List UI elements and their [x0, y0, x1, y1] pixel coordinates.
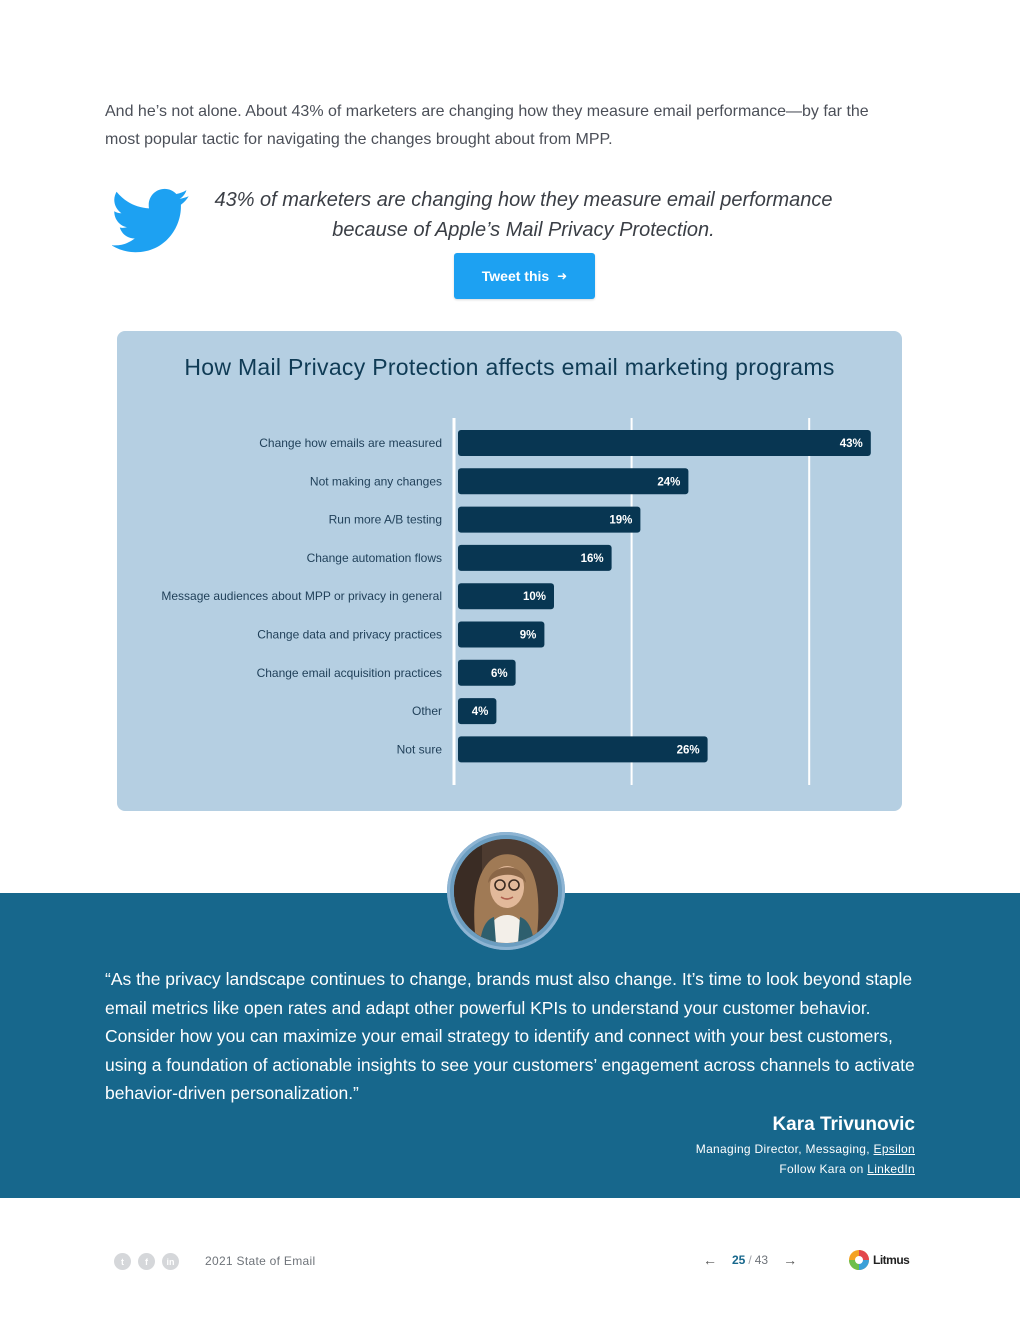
- twitter-icon[interactable]: t: [114, 1253, 131, 1270]
- bar-category-label: Not making any changes: [310, 474, 442, 488]
- bar-category-label: Not sure: [397, 742, 443, 756]
- author-avatar: [447, 832, 565, 950]
- tweet-quote: 43% of marketers are changing how they m…: [214, 189, 833, 241]
- linkedin-link[interactable]: LinkedIn: [867, 1162, 915, 1176]
- bar: [458, 468, 689, 495]
- bar: [458, 544, 612, 571]
- linkedin-icon[interactable]: in: [162, 1253, 179, 1270]
- follow-text: Follow Kara on: [779, 1162, 868, 1176]
- twitter-bird-icon: [112, 188, 189, 253]
- author-photo: [454, 839, 558, 943]
- bar-category-label: Other: [412, 704, 442, 718]
- current-page: 25: [732, 1253, 746, 1267]
- total-pages: 43: [754, 1253, 769, 1267]
- quote-text: “As the privacy landscape continues to c…: [105, 969, 915, 1103]
- bar: [458, 506, 641, 533]
- page-separator: /: [748, 1253, 752, 1267]
- bar-category-label: Change automation flows: [307, 551, 442, 565]
- tweet-button-label: Tweet this: [481, 268, 550, 284]
- author-role-text: Managing Director, Messaging,: [695, 1142, 874, 1156]
- bar: [458, 736, 708, 763]
- bar-chart: Change how emails are measured 43% Not mak…: [161, 418, 871, 785]
- bar-value-label: 16%: [581, 553, 604, 565]
- footer-social-icons: t f in: [114, 1253, 179, 1270]
- bar-category-label: Change data and privacy practices: [257, 628, 442, 642]
- bar: [458, 621, 545, 648]
- footer-doc-title: 2021 State of Email: [205, 1254, 316, 1268]
- arrow-left-icon[interactable]: ←: [703, 1252, 717, 1268]
- litmus-logo-icon: [849, 1250, 869, 1270]
- chart-card: How Mail Privacy Protection affects emai…: [117, 331, 902, 811]
- pagination: ← 25 / 43 →: [700, 1252, 800, 1268]
- author-name: Kara Trivunovic: [772, 1114, 915, 1135]
- litmus-logo-text: Litmus: [873, 1253, 910, 1267]
- arrow-right-icon: ➜: [557, 269, 568, 283]
- litmus-logo[interactable]: Litmus: [848, 1249, 910, 1271]
- bar: [458, 583, 554, 610]
- bar-value-label: 19%: [609, 515, 632, 527]
- bar-category-label: Change how emails are measured: [259, 436, 442, 450]
- bar-category-label: Run more A/B testing: [329, 513, 442, 527]
- intro-paragraph: And he’s not alone. About 43% of markete…: [105, 103, 869, 148]
- company-link[interactable]: Epsilon: [873, 1142, 915, 1156]
- author-role: Managing Director, Messaging, Epsilon: [696, 1142, 915, 1156]
- facebook-icon[interactable]: f: [138, 1253, 155, 1270]
- bar: [458, 659, 516, 686]
- bar-value-label: 10%: [523, 591, 546, 603]
- bar: [458, 698, 497, 725]
- bar-category-label: Message audiences about MPP or privacy i…: [161, 589, 442, 603]
- bar-value-label: 9%: [520, 630, 537, 642]
- bar-value-label: 43%: [840, 438, 863, 450]
- bar-category-label: Change email acquisition practices: [257, 666, 442, 680]
- bar-value-label: 26%: [677, 744, 700, 756]
- bar: [458, 430, 871, 456]
- arrow-right-icon[interactable]: →: [783, 1252, 798, 1268]
- tweet-this-button[interactable]: Tweet this ➜: [454, 253, 595, 299]
- bar-value-label: 4%: [472, 706, 489, 718]
- author-follow: Follow Kara on LinkedIn: [779, 1162, 915, 1176]
- chart-title: How Mail Privacy Protection affects emai…: [184, 354, 835, 380]
- bar-value-label: 24%: [657, 476, 680, 488]
- bar-value-label: 6%: [491, 668, 508, 680]
